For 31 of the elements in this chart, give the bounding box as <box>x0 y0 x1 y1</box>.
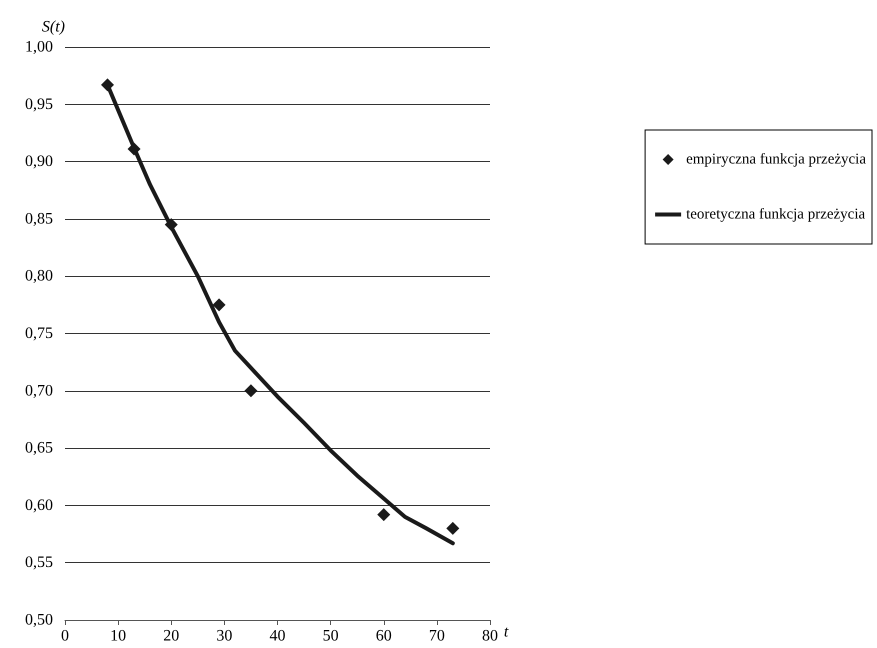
x-axis-title: t <box>504 624 509 640</box>
x-tick-label: 10 <box>110 628 126 644</box>
point <box>244 384 258 398</box>
point <box>101 78 114 92</box>
point <box>212 298 226 312</box>
x-tick-label: 50 <box>322 628 339 644</box>
x-tick-label: 20 <box>163 628 180 644</box>
legend-label: teoretyczna funkcja przeżycia <box>686 206 866 222</box>
x-tick-label: 40 <box>270 628 286 644</box>
x-tick-label: 30 <box>216 628 232 644</box>
x-tick-label: 0 <box>61 628 69 644</box>
y-tick-label: 0,75 <box>25 325 53 342</box>
y-axis-title: S(t) <box>42 18 65 36</box>
y-tick-label: 0,55 <box>25 554 53 572</box>
x-tick-label: 80 <box>482 628 498 644</box>
y-tick-label: 0,70 <box>25 382 53 400</box>
point <box>377 508 390 522</box>
x-tick-label: 60 <box>376 628 392 644</box>
point <box>128 142 141 156</box>
x-tick-label: 70 <box>428 628 445 644</box>
point <box>446 522 460 535</box>
y-tick-label: 0,85 <box>25 210 53 228</box>
y-tick-label: 0,65 <box>25 440 53 457</box>
y-tick-label: 0,50 <box>25 612 53 628</box>
y-tick-label: 0,90 <box>25 153 53 170</box>
point <box>164 218 178 232</box>
y-tick-label: 0,95 <box>25 96 53 113</box>
legend-label: empiryczna funkcja przeżycia <box>686 152 866 168</box>
y-tick-label: 0,60 <box>25 496 53 514</box>
y-tick-label: 0,80 <box>25 268 53 285</box>
y-tick-label: 1,00 <box>25 38 53 56</box>
